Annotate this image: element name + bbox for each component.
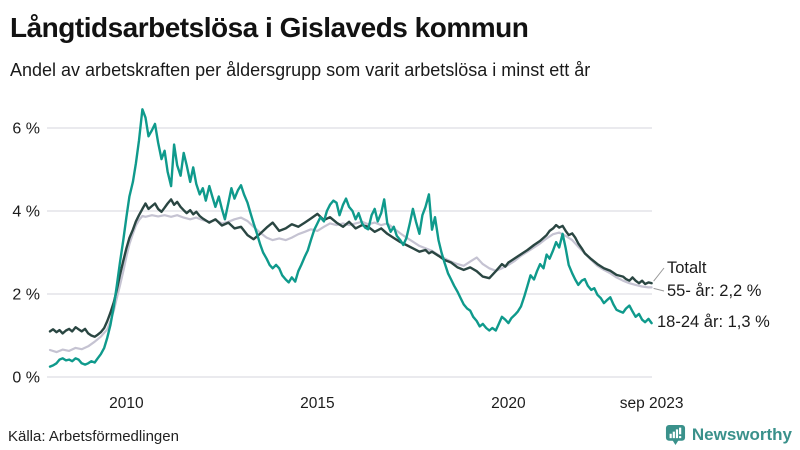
series-line-totalt xyxy=(48,198,653,338)
page-subtitle: Andel av arbetskraften per åldersgrupp s… xyxy=(10,60,591,80)
y-tick-label: 0 % xyxy=(12,370,40,387)
series-line-55-ar xyxy=(48,214,653,354)
series-line-18-24-ar xyxy=(48,108,653,368)
brand-name: Newsworthy xyxy=(691,425,792,444)
brand-lockup: Newsworthy xyxy=(665,424,792,446)
newsworthy-logo-icon xyxy=(665,424,686,446)
connector-55-ar xyxy=(653,287,665,292)
source-note: Källa: Arbetsförmedlingen xyxy=(8,428,179,445)
series-end-label-totalt: Totalt xyxy=(667,259,707,277)
x-tick-label: 2010 xyxy=(109,395,144,412)
series-end-label-55-ar: 55- år: 2,2 % xyxy=(667,282,762,300)
connector-totalt xyxy=(653,267,665,282)
y-tick-label: 4 % xyxy=(12,204,40,221)
y-tick-label: 2 % xyxy=(12,287,40,304)
x-tick-label: 2020 xyxy=(491,395,526,412)
x-tick-label: sep 2023 xyxy=(620,395,684,412)
y-tick-label: 6 % xyxy=(12,121,40,138)
series-end-label-18-24-ar: 18-24 år: 1,3 % xyxy=(657,313,770,331)
page-title: Långtidsarbetslösa i Gislaveds kommun xyxy=(10,12,529,43)
x-tick-label: 2015 xyxy=(300,395,334,412)
